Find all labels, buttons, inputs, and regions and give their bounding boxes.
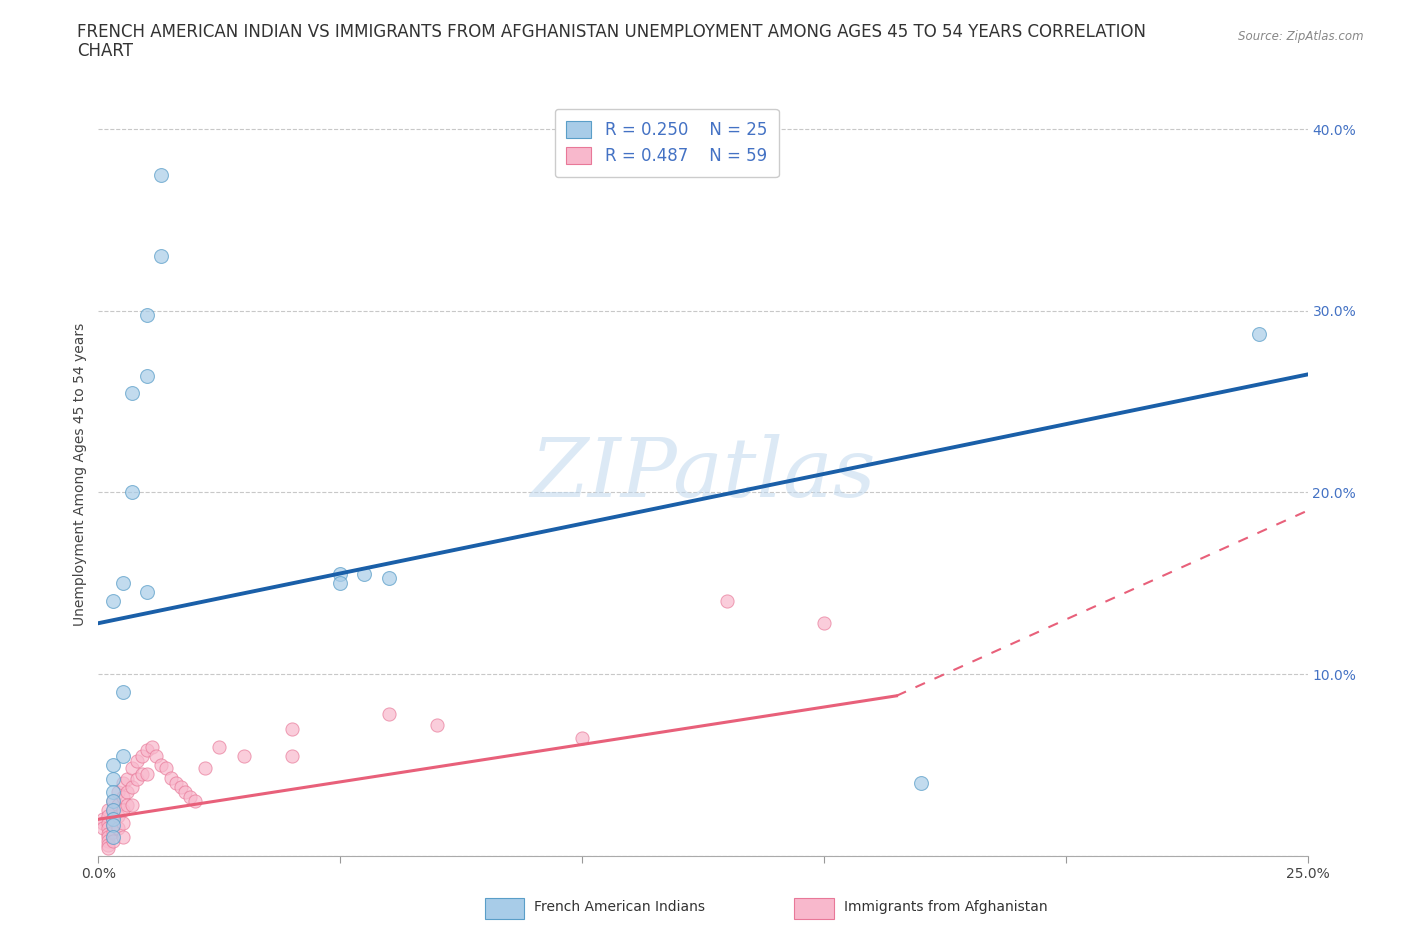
Point: [91, 821, 114, 836]
Point: [127, 772, 149, 787]
Point: [174, 785, 197, 800]
Point: [111, 749, 134, 764]
Point: [97, 830, 120, 844]
Legend: R = 0.250    N = 25, R = 0.487    N = 59: R = 0.250 N = 25, R = 0.487 N = 59: [555, 109, 779, 177]
Point: [101, 825, 124, 840]
Text: French American Indians: French American Indians: [534, 899, 706, 914]
Point: [377, 707, 399, 722]
Point: [208, 739, 231, 754]
Point: [121, 385, 143, 400]
Point: [111, 776, 134, 790]
Point: [426, 717, 449, 732]
Point: [101, 772, 124, 787]
Point: [232, 749, 254, 764]
Point: [377, 570, 399, 585]
Point: [169, 779, 191, 794]
Point: [165, 776, 187, 790]
Point: [97, 821, 120, 836]
Point: [571, 730, 593, 745]
Point: [107, 808, 129, 823]
Point: [329, 566, 352, 581]
Point: [150, 249, 173, 264]
Point: [111, 803, 134, 817]
Text: Source: ZipAtlas.com: Source: ZipAtlas.com: [1239, 30, 1364, 43]
Point: [281, 749, 304, 764]
Point: [101, 757, 124, 772]
Point: [716, 594, 738, 609]
Point: [813, 616, 835, 631]
Point: [135, 766, 157, 781]
Point: [155, 761, 177, 776]
Point: [1249, 327, 1271, 342]
Point: [150, 167, 173, 182]
Point: [107, 797, 129, 812]
Point: [353, 566, 375, 581]
Point: [121, 485, 143, 500]
Point: [111, 576, 134, 591]
Point: [91, 816, 114, 830]
Text: CHART: CHART: [77, 42, 134, 60]
Point: [97, 827, 120, 842]
Text: ZIPatlas: ZIPatlas: [530, 434, 876, 514]
Point: [117, 785, 139, 800]
Point: [101, 785, 124, 800]
Point: [101, 812, 124, 827]
Point: [97, 833, 120, 848]
Point: [101, 793, 124, 808]
Point: [101, 817, 124, 832]
Point: [117, 797, 139, 812]
Point: [131, 766, 153, 781]
Point: [910, 776, 932, 790]
Point: [329, 576, 352, 591]
Text: FRENCH AMERICAN INDIAN VS IMMIGRANTS FROM AFGHANISTAN UNEMPLOYMENT AMONG AGES 45: FRENCH AMERICAN INDIAN VS IMMIGRANTS FRO…: [77, 23, 1146, 41]
Point: [97, 816, 120, 830]
Point: [281, 721, 304, 736]
Point: [145, 749, 167, 764]
Point: [117, 772, 139, 787]
Point: [97, 837, 120, 852]
Point: [111, 684, 134, 699]
Point: [101, 817, 124, 832]
Point: [91, 812, 114, 827]
Point: [160, 770, 183, 785]
Point: [135, 585, 157, 600]
Point: [184, 793, 207, 808]
Point: [127, 753, 149, 768]
Point: [101, 830, 124, 844]
Point: [101, 833, 124, 848]
Point: [101, 594, 124, 609]
Point: [101, 812, 124, 827]
Point: [107, 821, 129, 836]
Y-axis label: Unemployment Among Ages 45 to 54 years: Unemployment Among Ages 45 to 54 years: [73, 323, 87, 626]
Point: [135, 369, 157, 384]
Point: [141, 739, 163, 754]
Point: [101, 803, 124, 817]
Point: [111, 830, 134, 844]
Text: Immigrants from Afghanistan: Immigrants from Afghanistan: [844, 899, 1047, 914]
Point: [97, 803, 120, 817]
Point: [97, 841, 120, 856]
Point: [179, 790, 201, 805]
Point: [121, 797, 143, 812]
Point: [107, 785, 129, 800]
Point: [135, 307, 157, 322]
Point: [131, 749, 153, 764]
Point: [121, 761, 143, 776]
Point: [101, 803, 124, 817]
Point: [111, 790, 134, 805]
Point: [150, 757, 173, 772]
Point: [121, 779, 143, 794]
Point: [194, 761, 217, 776]
Point: [135, 743, 157, 758]
Point: [111, 816, 134, 830]
Point: [101, 793, 124, 808]
Point: [97, 808, 120, 823]
